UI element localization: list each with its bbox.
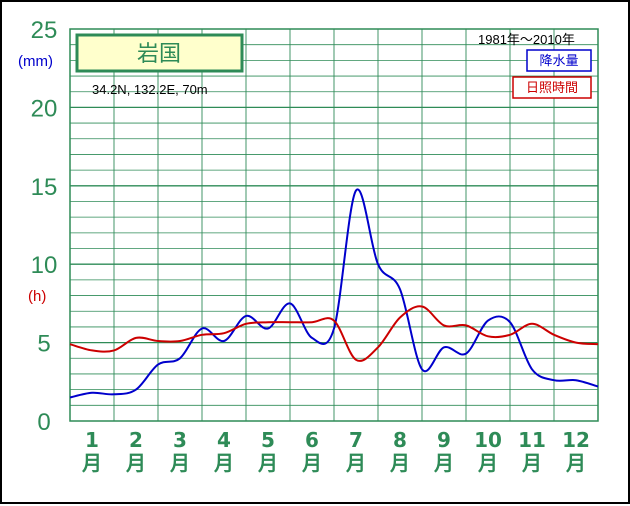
sunshine-unit-label: (h) — [28, 288, 46, 305]
legend-sunshine-box — [512, 76, 592, 99]
month-suffix-label: 月 — [169, 451, 190, 475]
month-suffix-label: 月 — [345, 451, 366, 475]
y-tick-label: 25 — [31, 17, 58, 44]
precip-unit-label: (mm) — [18, 53, 53, 70]
month-number-label: 2 — [129, 428, 143, 452]
month-suffix-label: 月 — [521, 451, 542, 475]
y-tick-label: 0 — [37, 409, 50, 436]
legend-precip-label: 降水量 — [539, 54, 578, 69]
month-number-label: 6 — [305, 428, 319, 452]
y-tick-label: 20 — [31, 95, 58, 122]
month-number-label: 5 — [261, 428, 275, 452]
month-number-label: 4 — [217, 428, 231, 452]
y-tick-label: 15 — [31, 174, 58, 201]
grid — [69, 28, 599, 422]
month-suffix-label: 月 — [81, 451, 102, 475]
month-number-label: 11 — [518, 428, 546, 452]
month-number-label: 8 — [393, 428, 407, 452]
series-layer — [69, 188, 599, 399]
month-number-label: 1 — [85, 428, 99, 452]
precipitation-line — [69, 188, 599, 399]
month-suffix-label: 月 — [301, 451, 322, 475]
station-box — [75, 33, 244, 73]
month-number-label: 9 — [437, 428, 451, 452]
month-number-label: 12 — [562, 428, 590, 452]
month-suffix-label: 月 — [389, 451, 410, 475]
month-suffix-label: 月 — [477, 451, 498, 475]
month-suffix-label: 月 — [257, 451, 278, 475]
month-number-label: 7 — [349, 428, 363, 452]
station-name: 岩国 — [137, 42, 181, 67]
month-suffix-label: 月 — [213, 451, 234, 475]
y-tick-label: 5 — [37, 331, 50, 358]
period-label: 1981年〜2010年 — [478, 32, 575, 47]
legend-precip-box — [526, 49, 592, 72]
legend-sunshine-label: 日照時間 — [526, 81, 578, 96]
month-number-label: 10 — [474, 428, 502, 452]
month-number-label: 3 — [173, 428, 187, 452]
sunshine-line — [69, 305, 599, 362]
month-suffix-label: 月 — [125, 451, 146, 475]
station-location: 34.2N, 132.2E, 70m — [92, 82, 208, 97]
month-suffix-label: 月 — [433, 451, 454, 475]
month-suffix-label: 月 — [565, 451, 586, 475]
y-tick-label: 10 — [31, 252, 58, 279]
